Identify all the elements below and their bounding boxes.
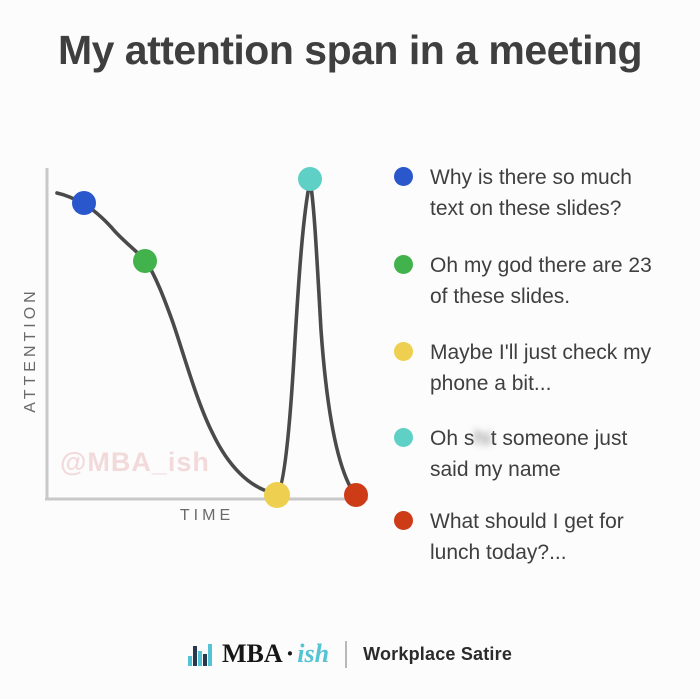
legend-line: phone a bit... — [430, 372, 552, 395]
legend-dot-blue — [394, 167, 413, 186]
data-point-yellow — [264, 482, 290, 508]
legend-line: lunch today?... — [430, 541, 567, 564]
legend-line: What should I get for — [430, 510, 624, 533]
legend-label: Maybe I'll just check my phone a bit... — [430, 337, 684, 399]
legend-line: Oh shit someone just — [430, 423, 684, 454]
brand-name: MBA · ish — [222, 639, 329, 669]
legend-line: of these slides. — [430, 285, 571, 308]
legend-item-slides-text: Why is there so much text on these slide… — [394, 162, 684, 224]
footer-divider — [345, 640, 348, 668]
legend-line: said my name — [430, 458, 561, 481]
legend-line: Why is there so much — [430, 166, 632, 189]
data-point-red — [344, 483, 368, 507]
brand-mba: MBA — [221, 639, 283, 668]
bar-chart-icon — [187, 643, 212, 666]
legend-label: Oh shit someone just said my name — [430, 423, 684, 485]
legend-label: Why is there so much text on these slide… — [430, 162, 684, 224]
legend-line-part: t someone just — [490, 427, 628, 450]
legend-dot-red — [394, 511, 413, 530]
legend-dot-green — [394, 255, 413, 274]
legend-line: Oh my god there are 23 — [430, 254, 652, 277]
legend-label: What should I get for lunch today?... — [430, 506, 684, 568]
legend-label: Oh my god there are 23 of these slides. — [430, 250, 684, 312]
data-point-green — [133, 249, 157, 273]
legend-item-check-phone: Maybe I'll just check my phone a bit... — [394, 337, 684, 399]
legend-item-23-slides: Oh my god there are 23 of these slides. — [394, 250, 684, 312]
censored-text: hi — [474, 427, 491, 450]
legend-line: Maybe I'll just check my — [430, 341, 652, 364]
watermark: @MBA_ish — [60, 447, 210, 477]
legend-dot-teal — [394, 428, 413, 447]
brand-ish: ish — [297, 639, 330, 668]
legend-item-lunch: What should I get for lunch today?... — [394, 506, 684, 568]
footer: MBA · ish Workplace Satire — [0, 639, 700, 669]
brand-separator: · — [285, 639, 295, 668]
legend-line-part: Oh s — [430, 427, 475, 450]
legend-item-said-my-name: Oh shit someone just said my name — [394, 423, 684, 485]
data-point-teal — [298, 167, 322, 191]
legend-line: text on these slides? — [430, 197, 622, 220]
page-title: My attention span in a meeting — [57, 27, 643, 73]
footer-tagline: Workplace Satire — [363, 643, 513, 664]
x-axis-label: TIME — [179, 507, 235, 524]
y-axis-label: ATTENTION — [22, 287, 39, 413]
data-point-blue — [72, 191, 96, 215]
brand-logo: MBA · ish — [187, 639, 329, 669]
legend-dot-yellow — [394, 342, 413, 361]
